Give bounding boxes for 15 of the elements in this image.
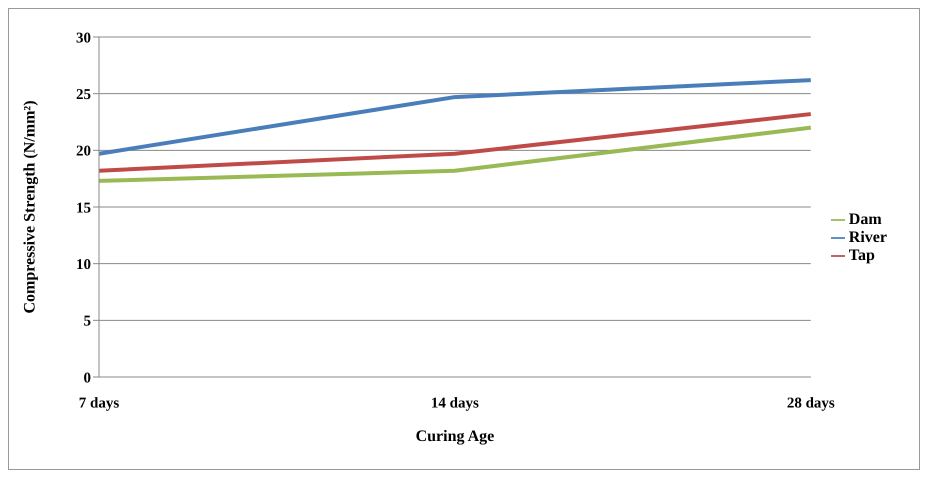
y-axis-title: Compressive Strength (N/mm²) <box>22 100 39 314</box>
legend-label: River <box>848 229 887 246</box>
y-tick-label: 25 <box>76 86 91 103</box>
y-tick-label: 20 <box>76 144 91 160</box>
legend-label: Dam <box>848 211 882 228</box>
x-axis-title: Curing Age <box>416 428 494 445</box>
y-tick-label: 5 <box>84 314 91 330</box>
x-tick-label: 28 days <box>786 396 835 412</box>
x-tick-label: 7 days <box>78 396 120 412</box>
legend-label: Tap <box>848 247 875 264</box>
y-tick-label: 30 <box>76 30 91 46</box>
y-tick-label: 0 <box>84 370 91 386</box>
y-tick-label: 15 <box>76 200 91 216</box>
y-tick-label: 10 <box>76 256 91 273</box>
x-tick-label: 14 days <box>430 396 480 412</box>
